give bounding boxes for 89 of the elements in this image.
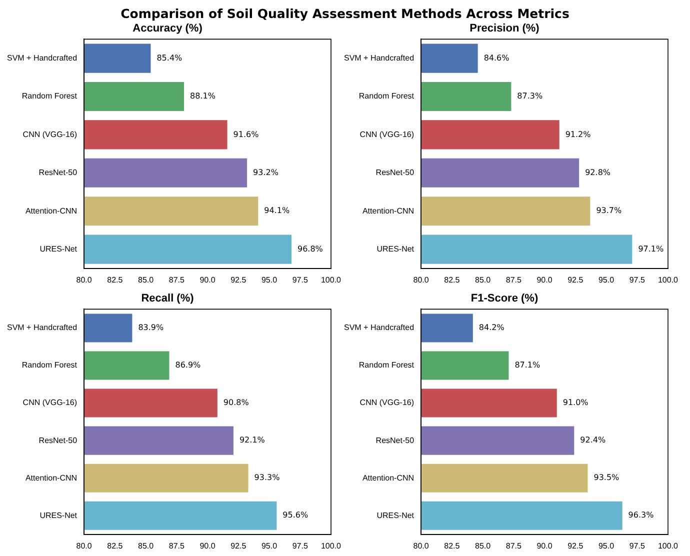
data-label: 84.2% (478, 323, 505, 332)
data-label: 94.1% (264, 206, 290, 216)
x-tick-label: 97.5 (292, 541, 308, 550)
data-label: 92.8% (585, 168, 611, 177)
y-tick-label: SVM + Handcrafted (344, 323, 414, 332)
data-label: 92.1% (239, 436, 266, 445)
x-tick-label: 82.5 (444, 275, 460, 284)
x-tick-label: 100.0 (658, 541, 679, 550)
y-tick-label: CNN (VGG-16) (360, 398, 414, 408)
x-tick-label: 82.5 (444, 541, 460, 550)
y-tick-label: Attention-CNN (25, 473, 78, 482)
y-tick-label: CNN (VGG-16) (22, 398, 78, 408)
data-label: 92.4% (580, 436, 606, 445)
y-tick-label: URES-Net (40, 244, 78, 254)
x-tick-label: 92.5 (568, 541, 584, 550)
chart-title: Accuracy (%) (132, 22, 203, 35)
data-label: 87.3% (517, 92, 543, 101)
x-tick-label: 90.0 (200, 275, 216, 284)
y-tick-label: SVM + Handcrafted (344, 54, 414, 63)
data-label: 95.6% (282, 510, 308, 520)
x-tick-label: 85.0 (474, 541, 492, 550)
y-tick-label: ResNet-50 (38, 436, 78, 445)
x-tick-label: 80.0 (413, 275, 430, 284)
chart-title: Precision (%) (470, 22, 540, 35)
data-label: 91.6% (233, 130, 260, 139)
data-label: 96.3% (628, 510, 654, 520)
x-tick-label: 97.5 (629, 541, 646, 550)
x-tick-label: 100.0 (658, 275, 679, 284)
x-tick-label: 80.0 (76, 541, 92, 550)
x-tick-label: 87.5 (168, 541, 185, 550)
x-tick-label: 95.0 (261, 541, 278, 550)
y-tick-label: ResNet-50 (38, 168, 78, 178)
y-tick-label: Attention-CNN (362, 473, 414, 482)
x-tick-label: 95.0 (598, 275, 615, 284)
x-tick-label: 87.5 (168, 275, 185, 284)
x-tick-label: 97.5 (629, 275, 646, 284)
y-tick-label: ResNet-50 (376, 168, 415, 178)
y-tick-label: SVM + Handcrafted (6, 323, 78, 332)
x-tick-label: 92.5 (230, 275, 247, 284)
x-tick-label: 80.0 (413, 541, 430, 550)
x-tick-label: 85.0 (138, 541, 154, 550)
x-tick-label: 100.0 (320, 541, 342, 550)
y-tick-label: CNN (VGG-16) (22, 130, 78, 139)
x-tick-label: 87.5 (506, 541, 522, 550)
x-tick-label: 87.5 (506, 275, 522, 284)
x-tick-label: 80.0 (76, 275, 92, 284)
x-tick-label: 95.0 (261, 275, 278, 284)
data-label: 88.1% (190, 92, 216, 101)
x-tick-label: 90.0 (536, 541, 553, 550)
data-label: 83.9% (138, 323, 164, 332)
data-label: 91.0% (562, 398, 589, 408)
y-tick-label: ResNet-50 (376, 436, 415, 445)
x-tick-label: 95.0 (598, 541, 615, 550)
y-tick-label: Random Forest (22, 360, 78, 370)
x-tick-label: 92.5 (230, 541, 247, 550)
y-tick-label: SVM + Handcrafted (6, 54, 78, 63)
y-tick-label: Attention-CNN (25, 206, 78, 216)
data-label: 93.2% (253, 168, 279, 177)
x-tick-label: 82.5 (107, 541, 124, 550)
chart-title: F1-Score (%) (470, 292, 538, 305)
chart-title: Recall (%) (141, 292, 194, 305)
x-tick-label: 85.0 (138, 275, 154, 284)
data-label: 93.3% (254, 473, 280, 482)
x-tick-label: 97.5 (292, 275, 308, 284)
data-label: 85.4% (156, 53, 183, 62)
data-label: 90.8% (223, 398, 250, 408)
x-tick-label: 85.0 (474, 275, 492, 284)
y-tick-label: Random Forest (22, 92, 78, 101)
y-tick-label: URES-Net (376, 510, 415, 520)
text: Comparison of Soil Quality Assessment Methods Across Metrics (120, 6, 570, 21)
data-label: 93.5% (594, 473, 620, 482)
y-tick-label: Random Forest (358, 360, 415, 370)
x-tick-label: 82.5 (107, 275, 124, 284)
y-tick-label: Attention-CNN (362, 206, 414, 216)
y-tick-label: URES-Net (40, 510, 78, 520)
data-label: 93.7% (596, 206, 622, 216)
x-tick-label: 90.0 (200, 541, 216, 550)
data-label: 97.1% (638, 244, 664, 254)
y-tick-label: CNN (VGG-16) (360, 130, 414, 139)
x-tick-label: 100.0 (320, 275, 342, 284)
data-label: 86.9% (175, 360, 202, 370)
y-tick-label: URES-Net (376, 244, 415, 254)
data-label: 91.2% (565, 130, 592, 139)
data-label: 84.6% (484, 53, 510, 62)
data-label: 96.8% (297, 244, 324, 254)
x-tick-label: 90.0 (536, 275, 553, 284)
x-tick-label: 92.5 (568, 275, 584, 284)
y-tick-label: Random Forest (358, 92, 415, 101)
data-label: 87.1% (514, 360, 541, 370)
